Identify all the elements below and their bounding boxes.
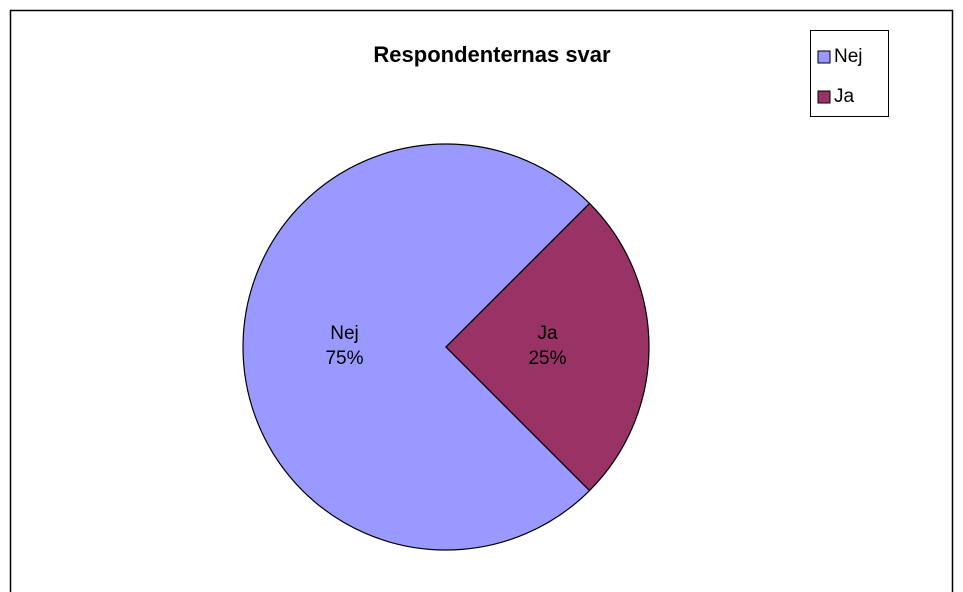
legend-swatch [817,90,831,104]
chart-title: Respondenternas svar [373,42,611,67]
pie-slice [242,143,591,551]
slice-label: Nej [330,323,359,344]
legend-label: Nej [834,46,863,67]
pie-slice [445,202,650,492]
legend-label: Ja [834,86,855,107]
slice-label: Ja [537,323,558,344]
slice-value: 75% [325,348,363,369]
slice-value: 25% [528,348,566,369]
legend-swatch [817,50,831,64]
